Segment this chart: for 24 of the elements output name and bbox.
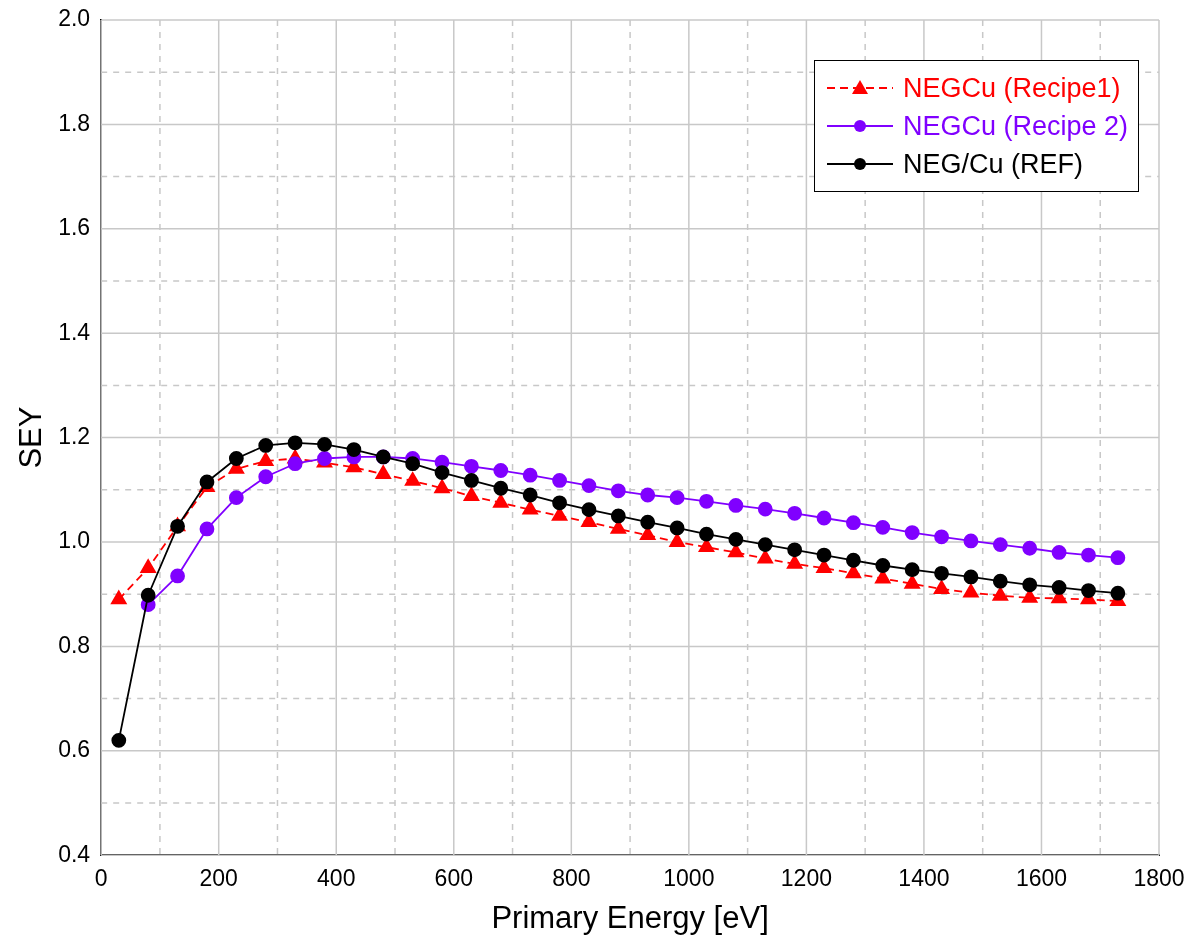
x-tick-label: 400	[317, 865, 356, 892]
y-tick-label: 0.6	[58, 736, 91, 763]
y-tick-label: 1.6	[58, 214, 91, 241]
legend-label: NEGCu (Recipe 2)	[902, 110, 1128, 142]
x-tick-label: 1200	[780, 865, 832, 892]
x-tick-label: 1800	[1133, 865, 1185, 892]
legend-label: NEG/Cu (REF)	[902, 148, 1083, 180]
y-tick-label: 0.8	[58, 631, 91, 658]
x-tick-label: 0	[94, 865, 108, 892]
x-axis-title: Primary Energy [eV]	[491, 899, 769, 935]
y-tick-label: 1.8	[58, 109, 91, 136]
x-tick-label: 800	[552, 865, 591, 892]
x-tick-label: 1400	[898, 865, 950, 892]
x-tick-label: 1600	[1015, 865, 1068, 892]
x-tick-label: 1000	[663, 865, 715, 892]
legend-label: NEGCu (Recipe1)	[902, 72, 1121, 104]
y-tick-label: 0.4	[58, 840, 91, 867]
y-tick-label: 1.2	[58, 422, 91, 449]
y-tick-label: 1.0	[58, 527, 91, 554]
x-tick-label: 200	[199, 865, 238, 892]
y-axis-title: SEY	[13, 406, 49, 469]
x-tick-label: 600	[434, 865, 473, 892]
y-tick-label: 1.4	[58, 318, 91, 345]
y-tick-label: 2.0	[58, 5, 91, 32]
